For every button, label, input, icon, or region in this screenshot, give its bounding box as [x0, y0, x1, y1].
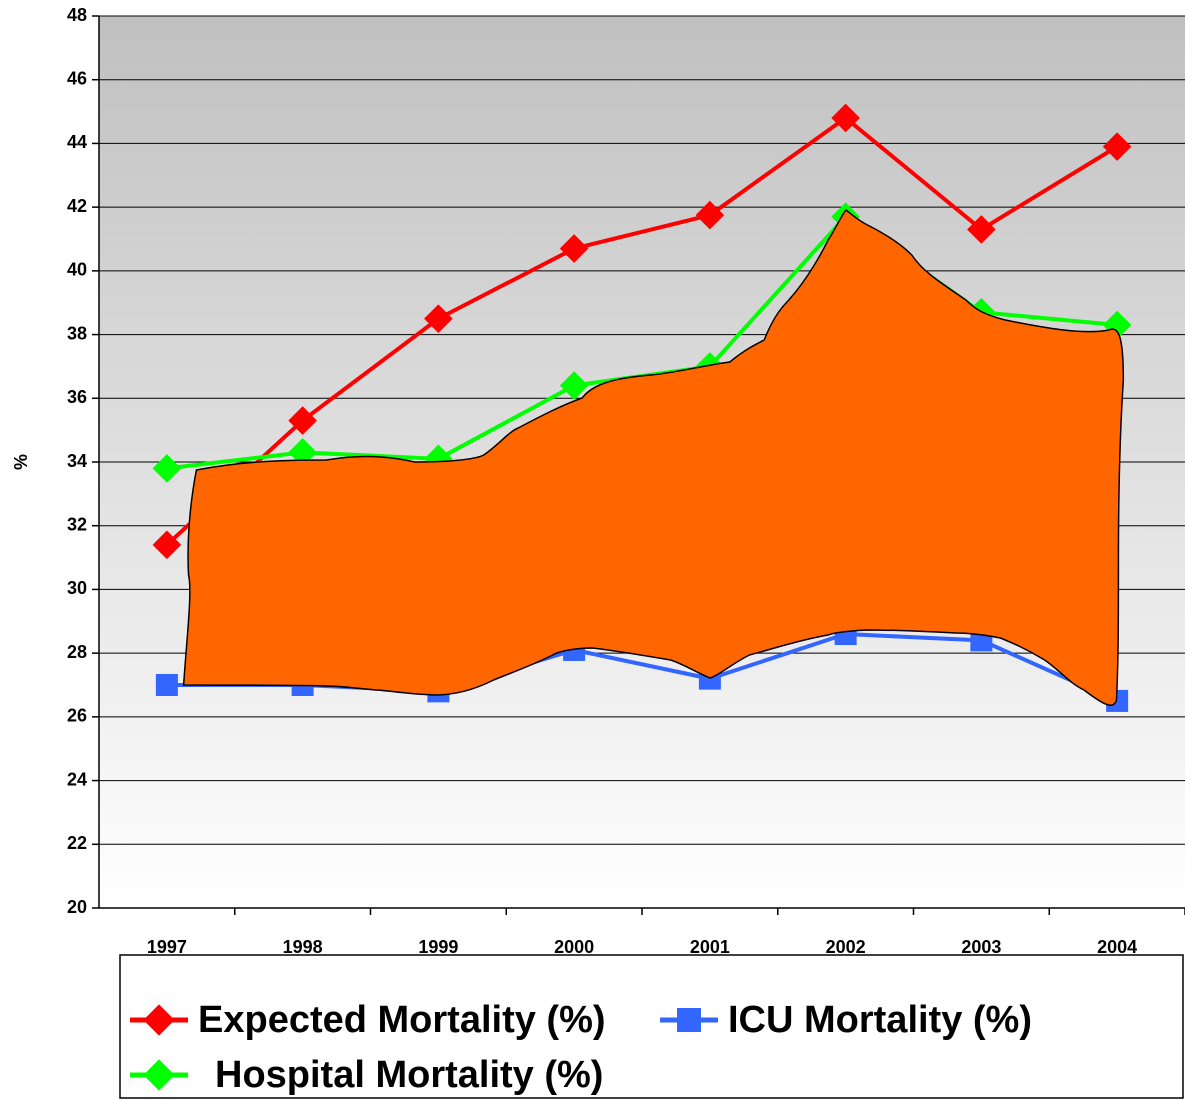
y-tick-label: 32: [67, 514, 87, 534]
marker: [156, 674, 178, 696]
chart: 20 22 24 26 28 30 32 34 36 38 40 42 44 46 48 1997 1998 19…: [0, 0, 1185, 1100]
y-axis-label: %: [11, 454, 31, 470]
x-tick-label: 2001: [690, 937, 730, 957]
legend-label: Expected Mortality (%): [198, 999, 606, 1041]
x-tick-label: 1998: [283, 937, 323, 957]
y-tick-label: 20: [67, 897, 87, 917]
legend-label: Hospital Mortality (%): [215, 1054, 603, 1096]
y-tick-label: 24: [67, 769, 87, 789]
y-tick-label: 26: [67, 706, 87, 726]
y-tick-label: 28: [67, 642, 87, 662]
y-tick-label: 38: [67, 323, 87, 343]
y-tick-label: 34: [67, 451, 87, 471]
x-tick-label: 2000: [554, 937, 594, 957]
y-tick-label: 44: [67, 132, 87, 152]
x-tick-label: 2004: [1097, 937, 1137, 957]
marker: [677, 1008, 701, 1032]
y-tick-label: 40: [67, 260, 87, 280]
y-tick-label: 36: [67, 387, 87, 407]
x-tick-label: 1999: [418, 937, 458, 957]
x-tick-label: 1997: [147, 937, 187, 957]
page: 20 22 24 26 28 30 32 34 36 38 40 42 44 46 48 1997 1998 19…: [0, 0, 1185, 1100]
y-tick-label: 22: [67, 833, 87, 853]
y-tick-label: 30: [67, 578, 87, 598]
y-tick-label: 48: [67, 5, 87, 25]
y-tick-label: 46: [67, 68, 87, 88]
x-tick-label: 2002: [826, 937, 866, 957]
y-tick-label: 42: [67, 196, 87, 216]
x-tick-label: 2003: [961, 937, 1001, 957]
legend-label: ICU Mortality (%): [728, 999, 1032, 1041]
